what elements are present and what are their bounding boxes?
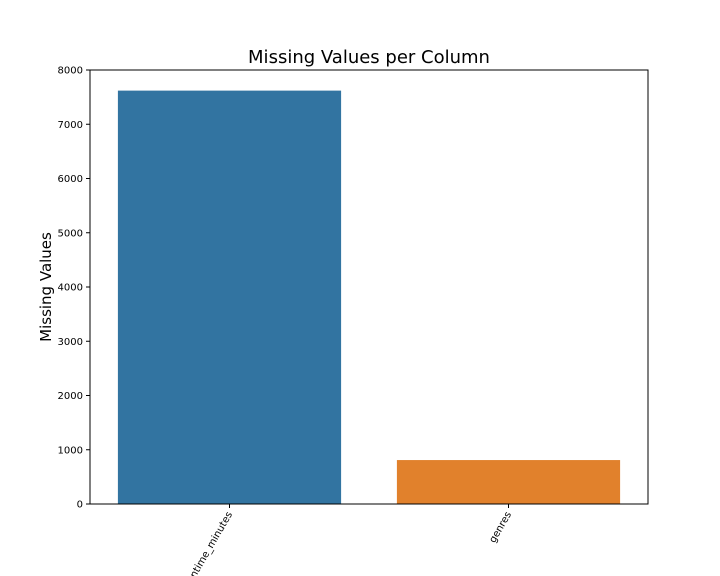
plot-area: 0 1000 2000 3000 4000 5000 6000 7000 8000 runtim… [58,66,649,576]
y-tick-label: 7000 [58,120,83,131]
y-tick-label: 3000 [58,337,83,348]
chart-title: Missing Values per Column [248,47,490,68]
bars [117,90,621,505]
y-tick-label: 0 [77,500,83,511]
y-tick-label: 1000 [58,445,83,456]
y-axis-label: Missing Values [37,232,55,342]
y-tick-label: 6000 [58,174,83,185]
bar-genres [396,460,621,504]
x-axis-ticks: runtime_minutes genres [183,504,514,576]
x-tick-label: runtime_minutes [183,510,235,576]
bar-runtime-minutes [117,90,342,505]
x-tick-label: genres [488,510,515,545]
y-tick-label: 8000 [58,66,83,77]
y-axis-ticks: 0 1000 2000 3000 4000 5000 6000 7000 8000 [58,66,90,511]
y-tick-label: 4000 [58,283,83,294]
y-tick-label: 5000 [58,228,83,239]
y-tick-label: 2000 [58,391,83,402]
